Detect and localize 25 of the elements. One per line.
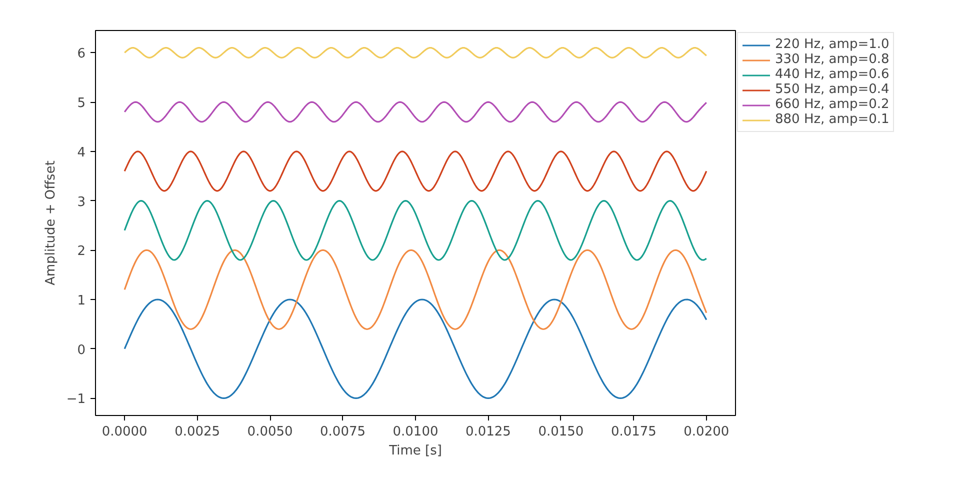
legend-label: 880 Hz, amp=0.1: [775, 112, 890, 127]
x-tick-label: 0.0050: [247, 424, 293, 440]
x-axis-title: Time [s]: [388, 444, 442, 458]
x-tick-label: 0.0125: [465, 424, 511, 440]
legend-label: 330 Hz, amp=0.8: [775, 52, 890, 67]
x-tick-label: 0.0175: [610, 424, 656, 440]
y-tick-label: 5: [77, 96, 86, 112]
y-tick-label: 3: [77, 194, 86, 210]
x-tick-label: 0.0000: [102, 424, 148, 440]
legend-label: 550 Hz, amp=0.4: [775, 82, 890, 97]
x-tick-label: 0.0075: [320, 424, 366, 440]
legend-label: 660 Hz, amp=0.2: [775, 97, 890, 112]
x-tick-label: 0.0100: [392, 424, 438, 440]
x-tick-label: 0.0025: [174, 424, 220, 440]
y-axis-title: Amplitude + Offset: [43, 160, 58, 286]
y-tick-label: −1: [66, 392, 86, 408]
y-tick-label: 0: [77, 342, 86, 358]
y-tick-label: 2: [77, 244, 86, 260]
y-tick-label: 6: [77, 46, 86, 62]
legend-label: 440 Hz, amp=0.6: [775, 67, 890, 82]
x-tick-label: 0.0150: [538, 424, 584, 440]
legend-label: 220 Hz, amp=1.0: [775, 37, 890, 52]
y-tick-label: 1: [77, 294, 86, 309]
x-tick-label: 0.0200: [684, 424, 730, 440]
y-tick-label: 4: [77, 145, 86, 160]
